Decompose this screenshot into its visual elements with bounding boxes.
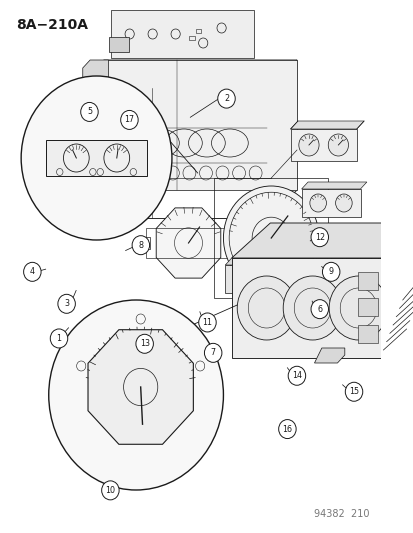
Text: 8A−210A: 8A−210A xyxy=(17,18,88,32)
Bar xyxy=(316,249,327,269)
Bar xyxy=(357,325,377,343)
Circle shape xyxy=(198,313,216,332)
Bar xyxy=(142,237,150,249)
Text: 1: 1 xyxy=(56,334,62,343)
Bar xyxy=(214,178,328,298)
Circle shape xyxy=(63,144,89,172)
Bar xyxy=(189,36,195,40)
Circle shape xyxy=(102,481,119,500)
Polygon shape xyxy=(290,121,363,129)
Circle shape xyxy=(121,110,138,130)
Circle shape xyxy=(81,102,98,122)
Text: 4: 4 xyxy=(30,268,35,276)
Bar xyxy=(232,270,245,288)
Circle shape xyxy=(58,294,75,313)
Text: 2: 2 xyxy=(223,94,228,103)
Text: 3: 3 xyxy=(64,300,69,308)
Bar xyxy=(111,10,253,58)
Text: 94382  210: 94382 210 xyxy=(313,509,369,519)
Circle shape xyxy=(322,262,339,281)
Text: 16: 16 xyxy=(282,425,292,433)
Bar xyxy=(46,140,147,176)
Circle shape xyxy=(49,300,223,490)
Text: 9: 9 xyxy=(328,268,333,276)
Text: 10: 10 xyxy=(105,486,115,495)
Bar xyxy=(345,249,356,269)
Circle shape xyxy=(21,76,171,240)
Circle shape xyxy=(278,419,295,439)
Text: 15: 15 xyxy=(348,387,358,396)
Bar xyxy=(360,249,370,269)
Bar xyxy=(250,270,263,288)
Bar xyxy=(312,243,378,275)
Polygon shape xyxy=(83,60,108,85)
Polygon shape xyxy=(78,60,296,88)
Bar xyxy=(227,237,234,249)
Bar xyxy=(330,249,341,269)
Circle shape xyxy=(282,276,341,340)
Bar xyxy=(301,189,361,217)
Polygon shape xyxy=(301,182,366,189)
Circle shape xyxy=(335,194,351,212)
Circle shape xyxy=(135,334,153,353)
Polygon shape xyxy=(382,223,413,358)
Text: 11: 11 xyxy=(202,318,212,327)
Circle shape xyxy=(132,236,149,255)
Circle shape xyxy=(298,134,318,156)
Bar xyxy=(357,272,377,290)
Circle shape xyxy=(24,262,41,281)
Bar xyxy=(287,270,300,288)
Polygon shape xyxy=(62,143,78,193)
Circle shape xyxy=(50,329,68,348)
Circle shape xyxy=(204,343,221,362)
Circle shape xyxy=(217,89,235,108)
Text: 5: 5 xyxy=(87,108,92,116)
Bar xyxy=(146,228,230,258)
Circle shape xyxy=(287,366,305,385)
Polygon shape xyxy=(156,208,220,278)
Text: 13: 13 xyxy=(139,340,149,348)
Text: 17: 17 xyxy=(124,116,134,124)
Polygon shape xyxy=(314,348,344,363)
Circle shape xyxy=(309,194,325,212)
Text: 7: 7 xyxy=(210,349,215,357)
Polygon shape xyxy=(271,60,296,218)
Bar xyxy=(195,29,201,33)
Circle shape xyxy=(328,276,387,340)
Circle shape xyxy=(223,186,318,290)
Polygon shape xyxy=(231,223,413,258)
Circle shape xyxy=(310,300,328,319)
Circle shape xyxy=(328,134,348,156)
Bar xyxy=(290,129,356,161)
Text: 12: 12 xyxy=(314,233,324,241)
Circle shape xyxy=(104,144,129,172)
Text: 8: 8 xyxy=(138,241,143,249)
Bar xyxy=(269,270,282,288)
Bar xyxy=(108,37,128,52)
Circle shape xyxy=(344,382,362,401)
Bar xyxy=(231,258,382,358)
Polygon shape xyxy=(104,60,296,190)
Circle shape xyxy=(267,234,274,242)
Polygon shape xyxy=(88,330,193,445)
Text: 14: 14 xyxy=(291,372,301,380)
Bar xyxy=(357,298,377,316)
Bar xyxy=(225,265,312,293)
Circle shape xyxy=(237,276,295,340)
Polygon shape xyxy=(378,235,385,275)
Text: 6: 6 xyxy=(316,305,321,313)
Circle shape xyxy=(310,228,328,247)
Polygon shape xyxy=(225,258,318,265)
